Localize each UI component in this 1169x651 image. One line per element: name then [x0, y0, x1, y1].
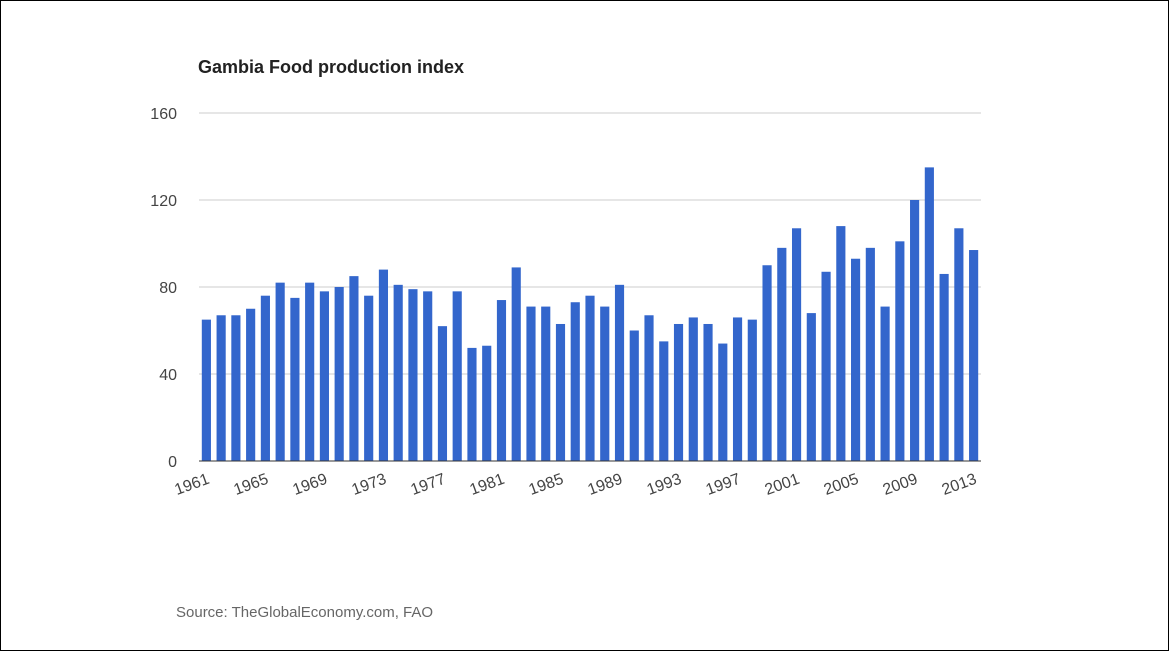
- bar-1962: [216, 315, 226, 461]
- bar-2011: [939, 273, 949, 461]
- y-tick-label: 160: [150, 106, 177, 123]
- bar-1986: [570, 302, 580, 461]
- bar-1998: [747, 319, 757, 462]
- bar-2004: [836, 226, 846, 461]
- x-tick-label: 1981: [468, 471, 507, 499]
- bar-1964: [246, 308, 256, 461]
- bar-1990: [629, 330, 639, 461]
- bar-1994: [688, 317, 698, 461]
- bar-1984: [541, 306, 551, 461]
- bar-1993: [673, 323, 684, 461]
- bar-2009: [910, 200, 920, 461]
- bar-1961: [201, 319, 211, 462]
- bar-1982: [511, 267, 521, 461]
- chart-title: Gambia Food production index: [198, 57, 465, 77]
- x-tick-label: 2005: [822, 471, 861, 499]
- bar-1974: [393, 284, 403, 461]
- bar-1980: [482, 345, 492, 461]
- x-tick-label: 1961: [172, 471, 211, 499]
- bars: [201, 167, 979, 462]
- bar-1966: [275, 282, 285, 461]
- bar-2006: [865, 247, 875, 461]
- bar-1965: [260, 295, 270, 461]
- x-tick-label: 1997: [704, 471, 743, 499]
- bar-2000: [777, 247, 787, 461]
- bar-1985: [555, 323, 566, 461]
- y-tick-label: 0: [168, 454, 177, 471]
- bar-1975: [408, 289, 418, 461]
- bar-2008: [895, 241, 905, 461]
- bar-1991: [644, 315, 654, 461]
- bar-2002: [806, 313, 816, 461]
- bar-1968: [305, 282, 315, 461]
- bar-2012: [954, 228, 964, 461]
- x-tick-label: 1973: [350, 471, 389, 499]
- x-tick-label: 1977: [409, 471, 448, 499]
- bar-1973: [378, 269, 389, 461]
- bar-1989: [614, 284, 625, 461]
- bar-1969: [319, 291, 329, 461]
- x-tick-label: 1993: [645, 471, 684, 499]
- bar-1988: [600, 306, 610, 461]
- bar-2010: [924, 167, 934, 462]
- x-tick-label: 1969: [291, 471, 330, 499]
- x-tick-label: 2001: [763, 471, 802, 499]
- y-tick-labels: 0 40 80 120 160: [150, 106, 177, 471]
- bar-2013: [969, 250, 979, 461]
- y-tick-label: 80: [159, 280, 177, 297]
- bar-2007: [880, 306, 890, 461]
- x-tick-label: 2013: [940, 471, 979, 499]
- bar-1995: [703, 323, 713, 461]
- bar-1992: [659, 341, 669, 462]
- bar-1999: [762, 265, 772, 461]
- bar-1977: [437, 326, 448, 461]
- source-note: Source: TheGlobalEconomy.com, FAO: [176, 604, 434, 621]
- bar-1976: [423, 291, 433, 461]
- x-tick-label: 2009: [881, 471, 920, 499]
- bar-1967: [290, 297, 300, 462]
- x-tick-label: 1985: [527, 471, 566, 499]
- bar-2001: [791, 228, 802, 461]
- x-tick-label: 1965: [232, 471, 271, 499]
- bar-1981: [496, 300, 507, 461]
- x-tick-labels: 1961 1965 1969 1973 1977 1981 1985 1989 1993 1997…: [172, 471, 979, 499]
- bar-1987: [585, 295, 595, 461]
- bar-1978: [452, 291, 462, 461]
- x-tick-label: 1989: [586, 471, 625, 499]
- bar-1970: [334, 287, 344, 461]
- bar-1979: [467, 347, 477, 461]
- bar-1972: [364, 295, 374, 461]
- y-tick-label: 40: [159, 367, 177, 384]
- y-tick-label: 120: [150, 193, 177, 210]
- bar-2003: [821, 271, 831, 461]
- bar-2005: [851, 258, 861, 461]
- bar-1983: [526, 306, 536, 461]
- bar-1996: [718, 343, 728, 461]
- bar-1963: [231, 315, 241, 461]
- bar-1997: [732, 317, 743, 461]
- bar-1971: [349, 276, 359, 462]
